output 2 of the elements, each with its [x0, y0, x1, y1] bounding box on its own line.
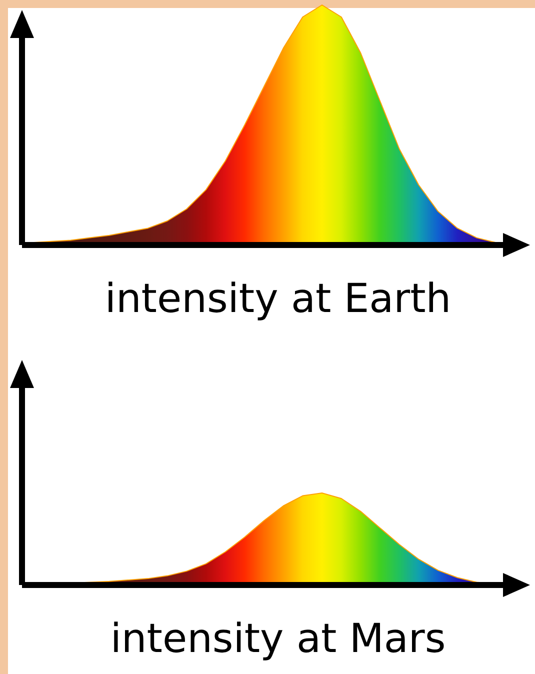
- x-axis-title: intensity at Mars: [110, 616, 446, 662]
- x-axis-title: intensity at Earth: [104, 276, 452, 322]
